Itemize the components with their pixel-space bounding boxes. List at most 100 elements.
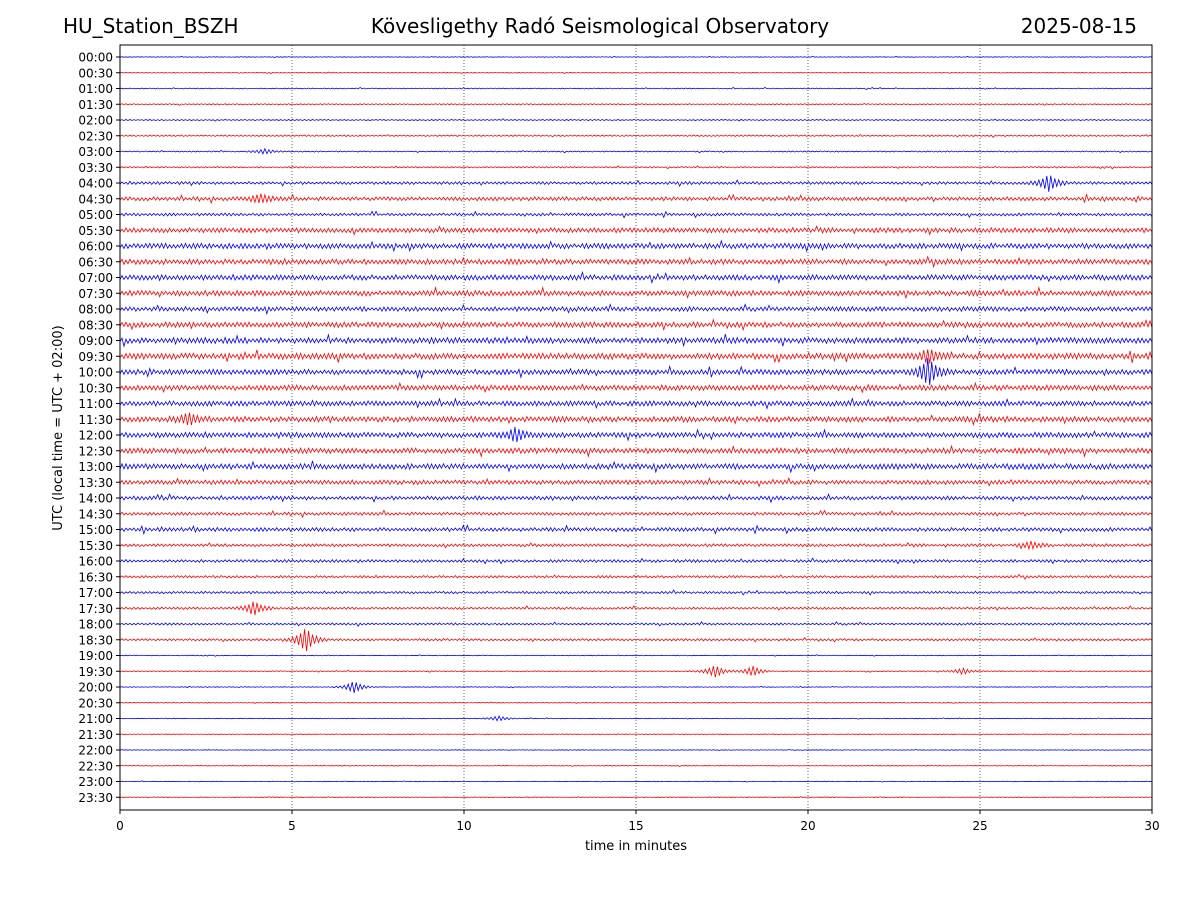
y-tick-label: 05:00 [78,208,113,222]
record-date: 2025-08-15 [1020,14,1137,38]
x-tick-label: 0 [116,819,124,833]
x-tick-label: 5 [288,819,296,833]
seismic-trace [119,71,1153,74]
seismic-trace [119,426,1153,443]
y-tick-label: 20:30 [78,696,113,710]
y-tick-label: 07:30 [78,287,113,301]
y-tick-label: 05:30 [78,224,113,238]
y-tick-label: 19:30 [78,665,113,679]
y-tick-label: 09:30 [78,350,113,364]
y-tick-label: 14:30 [78,507,113,521]
y-tick-label: 17:00 [78,586,113,600]
y-tick-label: 03:00 [78,145,113,159]
seismic-trace [119,397,1153,410]
seismic-trace [119,444,1153,458]
y-tick-label: 02:00 [78,114,113,128]
y-tick-label: 18:30 [78,633,113,647]
y-tick-label: 06:00 [78,240,113,254]
y-tick-label: 12:00 [78,429,113,443]
seismic-trace [119,714,1153,722]
seismic-trace [119,589,1153,596]
seismic-trace [119,255,1153,269]
seismic-trace [119,210,1153,219]
seismic-trace [119,733,1153,736]
x-grid [291,45,981,810]
seismic-trace [119,654,1153,657]
y-tick-label: 15:30 [78,539,113,553]
y-tick-label: 04:00 [78,177,113,191]
y-tick-label: 16:00 [78,555,113,569]
y-tick-label: 18:00 [78,618,113,632]
seismic-trace [119,381,1153,394]
seismic-trace [119,780,1153,783]
y-tick-label: 10:00 [78,366,113,380]
y-tick-label: 08:30 [78,318,113,332]
seismic-trace [119,318,1153,332]
y-tick-label: 06:30 [78,255,113,269]
seismic-trace [119,193,1153,205]
seismic-trace [119,55,1153,59]
seismic-trace [119,286,1153,300]
seismic-trace [119,524,1153,536]
seismic-trace [119,133,1153,138]
seismic-trace [119,357,1153,386]
seismic-trace [119,477,1153,488]
x-tick-label: 25 [972,819,987,833]
y-tick-label: 15:00 [78,523,113,537]
seismic-trace [119,349,1153,364]
seismic-trace [119,681,1153,694]
y-tick-label: 00:30 [78,66,113,80]
seismic-trace [119,764,1153,767]
x-tick-label: 10 [456,819,471,833]
x-axis: 0 5 10 15 20 25 30 [116,810,1160,833]
x-axis-label: time in minutes [585,839,687,854]
seismic-trace [119,225,1153,236]
y-tick-label: 22:30 [78,759,113,773]
seismic-trace [119,460,1153,474]
seismic-traces [119,55,1153,799]
x-tick-label: 30 [1144,819,1159,833]
y-tick-label: 22:00 [78,744,113,758]
seismic-trace [119,118,1153,122]
y-tick-label: 07:00 [78,271,113,285]
seismic-trace [119,165,1153,170]
y-tick-label: 02:30 [78,129,113,143]
y-tick-label: 23:30 [78,791,113,805]
y-tick-label: 00:00 [78,51,113,65]
y-axis-label: UTC (local time = UTC + 02:00) [51,325,66,530]
y-tick-label: 14:00 [78,492,113,506]
y-tick-label: 16:30 [78,570,113,584]
seismic-trace [119,701,1153,704]
y-tick-label: 04:30 [78,192,113,206]
seismic-trace [119,239,1153,253]
y-tick-label: 08:00 [78,303,113,317]
seismic-trace [119,748,1153,752]
seismic-trace [119,303,1153,316]
chart-title: Kövesligethy Radó Seismological Observat… [370,14,830,38]
seismic-trace [119,103,1153,106]
seismic-trace [119,493,1153,504]
seismic-trace [119,412,1153,426]
y-tick-label: 23:00 [78,775,113,789]
y-tick-label: 11:30 [78,413,113,427]
y-tick-label: 09:00 [78,334,113,348]
y-tick-label: 01:00 [78,82,113,96]
seismic-trace [119,601,1153,616]
y-tick-label: 13:00 [78,460,113,474]
seismic-trace [119,333,1153,348]
seismic-trace [119,665,1153,678]
seismic-trace [119,621,1153,627]
x-tick-label: 20 [800,819,815,833]
seismic-trace [119,557,1153,565]
y-tick-label: 12:30 [78,444,113,458]
y-tick-label: 19:00 [78,649,113,663]
y-tick-label: 20:00 [78,681,113,695]
seismic-trace [119,509,1153,519]
y-tick-label: 13:30 [78,476,113,490]
y-tick-label: 21:00 [78,712,113,726]
seismic-trace [119,573,1153,580]
y-tick-label: 03:30 [78,161,113,175]
y-tick-label: 17:30 [78,602,113,616]
seismic-trace [119,540,1153,551]
